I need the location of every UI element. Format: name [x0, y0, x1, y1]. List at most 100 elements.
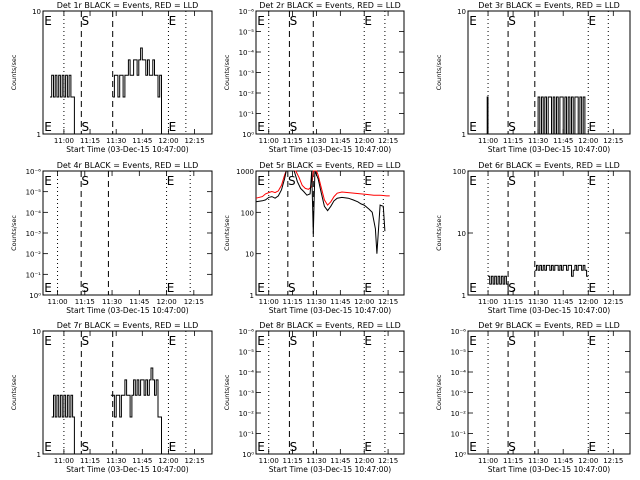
x-tick-label: 11:15: [283, 457, 303, 465]
marker-label-top: S: [288, 174, 296, 188]
panel-title: Det 2r BLACK = Events, RED = LLD: [259, 1, 401, 10]
marker-label-top: E: [257, 334, 265, 348]
marker-label-top: S: [290, 14, 298, 28]
y-tick-label: 1: [250, 292, 254, 300]
x-tick-label: 12:00: [158, 137, 178, 145]
x-tick-label: 11:30: [528, 298, 548, 306]
marker-label-bottom: S: [288, 281, 296, 295]
y-axis-label: Counts/sec: [10, 215, 18, 251]
marker-label-bottom: E: [169, 120, 177, 134]
marker-label-top: E: [44, 334, 52, 348]
x-tick-label: 11:00: [47, 298, 67, 306]
x-tick-label: 11:00: [259, 298, 279, 306]
y-tick-label: 10⁻⁵: [26, 189, 42, 197]
x-tick-label: 11:45: [553, 298, 573, 306]
y-tick-label: 10⁻⁶: [451, 328, 467, 336]
y-tick-label: 10⁻²: [239, 410, 255, 418]
x-tick-label: 12:00: [354, 137, 374, 145]
marker-label-bottom: E: [588, 120, 596, 134]
marker-label-bottom: E: [469, 120, 477, 134]
x-tick-label: 11:45: [553, 457, 573, 465]
marker-label-top: E: [588, 334, 596, 348]
marker-label-top: E: [469, 174, 477, 188]
x-axis-label: Start Time (03-Dec-15 10:47:00): [66, 145, 188, 154]
x-tick-label: 12:15: [603, 137, 623, 145]
y-tick-label: 10⁻⁴: [26, 209, 42, 217]
marker-label-top: E: [44, 174, 52, 188]
x-axis-label: Start Time (03-Dec-15 10:47:00): [66, 465, 188, 474]
y-tick-label: 10⁻⁴: [239, 49, 255, 57]
y-tick-label: 10⁻⁵: [239, 349, 255, 357]
plot-frame: [42, 170, 213, 296]
x-tick-label: 11:00: [478, 457, 498, 465]
y-tick-label: 10⁻⁴: [451, 369, 467, 377]
panel-2: Det 2r BLACK = Events, RED = LLD 10⁰ 10⁻¹ 1…: [223, 1, 405, 154]
y-tick-label: 10⁻⁵: [239, 29, 255, 37]
plot-frame: [42, 330, 213, 455]
x-tick-label: 11:00: [478, 137, 498, 145]
y-tick-label: 10⁻¹: [451, 431, 467, 439]
x-tick-label: 11:30: [528, 457, 548, 465]
plot-frame: [255, 170, 405, 296]
panel-title: Det 5r BLACK = Events, RED = LLD: [259, 161, 401, 170]
x-tick-label: 11:15: [75, 298, 95, 306]
panel-title: Det 9r BLACK = Events, RED = LLD: [478, 321, 620, 330]
marker-label-bottom: E: [257, 440, 265, 454]
marker-label-top: S: [82, 14, 90, 28]
marker-label-top: E: [257, 14, 265, 28]
x-tick-label: 11:00: [478, 298, 498, 306]
x-tick-label: 12:15: [378, 457, 398, 465]
y-tick-label: 1: [37, 131, 41, 139]
marker-label-top: E: [364, 14, 372, 28]
y-axis-label: Counts/sec: [435, 374, 443, 410]
panel-title: Det 4r BLACK = Events, RED = LLD: [57, 161, 199, 170]
x-tick-label: 11:30: [102, 298, 122, 306]
x-tick-label: 12:00: [578, 137, 598, 145]
marker-label-top: E: [169, 334, 177, 348]
x-tick-label: 11:15: [503, 137, 523, 145]
y-tick-label: 10: [32, 328, 41, 336]
panel-title: Det 8r BLACK = Events, RED = LLD: [259, 321, 401, 330]
marker-label-bottom: S: [81, 281, 89, 295]
y-axis-label: Counts/sec: [10, 54, 18, 90]
x-axis-label: Start Time (03-Dec-15 10:47:00): [269, 306, 391, 315]
plot-frame: [467, 10, 631, 135]
events-series-line: [534, 264, 589, 277]
events-series-line: [255, 170, 386, 254]
x-tick-label: 12:00: [158, 457, 178, 465]
marker-label-bottom: S: [290, 440, 298, 454]
x-axis-label: Start Time (03-Dec-15 10:47:00): [66, 306, 188, 315]
x-tick-label: 11:30: [106, 457, 126, 465]
marker-label-bottom: S: [290, 120, 298, 134]
y-tick-label: 10⁻¹: [239, 111, 255, 119]
y-tick-label: 10: [457, 8, 466, 16]
y-tick-label: 1: [462, 292, 466, 300]
marker-label-bottom: E: [257, 120, 265, 134]
x-axis-label: Start Time (03-Dec-15 10:47:00): [269, 145, 391, 154]
x-tick-label: 11:30: [528, 137, 548, 145]
y-tick-label: 10⁻⁶: [26, 168, 42, 176]
marker-label-bottom: E: [169, 440, 177, 454]
y-tick-label: 1: [462, 131, 466, 139]
x-tick-label: 12:00: [578, 298, 598, 306]
panel-title: Det 6r BLACK = Events, RED = LLD: [478, 161, 620, 170]
marker-label-bottom: E: [469, 281, 477, 295]
y-tick-label: 10⁰: [29, 292, 41, 300]
marker-label-bottom: E: [44, 440, 52, 454]
panel-3: Det 3r BLACK = Events, RED = LLD 1 10 11:00…: [435, 1, 631, 154]
y-tick-label: 10⁻²: [239, 90, 255, 98]
marker-label-bottom: E: [469, 440, 477, 454]
panel-title: Det 1r BLACK = Events, RED = LLD: [57, 1, 199, 10]
events-series-line: [110, 367, 162, 454]
panel-7: Det 7r BLACK = Events, RED = LLD 1 10 11:00…: [10, 321, 213, 474]
marker-label-bottom: E: [167, 281, 175, 295]
y-tick-label: 10⁻²: [26, 251, 42, 259]
x-tick-label: 11:00: [259, 137, 279, 145]
y-tick-label: 100: [453, 168, 466, 176]
y-tick-label: 10⁻³: [239, 70, 255, 78]
x-tick-label: 11:30: [306, 137, 326, 145]
events-series-line: [51, 394, 75, 454]
x-tick-label: 11:15: [80, 137, 100, 145]
y-tick-label: 10⁻³: [451, 390, 467, 398]
panel-8: Det 8r BLACK = Events, RED = LLD 10⁰ 10⁻¹ 1…: [223, 321, 405, 474]
